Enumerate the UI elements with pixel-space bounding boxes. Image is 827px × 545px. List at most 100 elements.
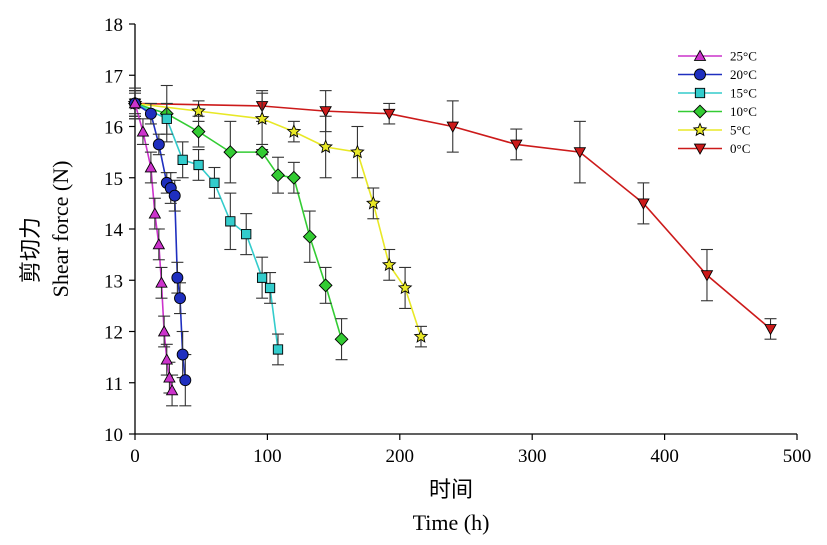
x-tick-label: 300	[518, 446, 547, 467]
data-point	[193, 159, 204, 171]
y-tick-label: 16	[104, 118, 123, 139]
data-point	[161, 113, 172, 124]
x-axis-title-cn: 时间	[429, 477, 473, 502]
data-point	[271, 168, 285, 183]
legend-label: 5°C	[730, 123, 750, 138]
data-point	[255, 145, 270, 160]
legend-label: 0°C	[730, 141, 750, 156]
y-tick-label: 13	[104, 271, 123, 292]
data-point	[286, 123, 302, 138]
data-point	[223, 145, 238, 160]
legend-item: 20°C	[678, 67, 757, 82]
legend-label: 20°C	[730, 67, 757, 82]
data-point	[302, 229, 317, 244]
data-point	[155, 276, 168, 288]
data-point	[191, 103, 206, 118]
legend-item: 5°C	[678, 122, 750, 138]
legend-item: 0°C	[678, 141, 750, 156]
legend: 25°C 20°C 15°C 10°C 5°C 0°C	[678, 49, 757, 156]
series-0°C	[128, 87, 777, 340]
data-point	[700, 270, 714, 282]
data-point	[165, 384, 179, 396]
data-point	[286, 170, 301, 185]
x-tick-label: 500	[783, 446, 812, 467]
data-point	[272, 344, 284, 355]
data-point	[168, 189, 181, 202]
data-point	[174, 292, 186, 305]
y-tick-label: 14	[104, 220, 124, 241]
data-point	[381, 257, 397, 272]
data-point	[573, 147, 587, 159]
data-point	[382, 108, 396, 121]
data-point	[171, 271, 184, 284]
legend-label: 15°C	[730, 86, 757, 101]
data-point	[264, 282, 276, 294]
data-point	[152, 138, 165, 151]
data-point	[241, 229, 252, 240]
series-layer	[127, 84, 777, 407]
data-point	[397, 280, 413, 295]
data-point	[225, 216, 236, 227]
data-point	[179, 374, 192, 387]
data-point	[177, 154, 188, 165]
y-tick-label: 11	[105, 374, 123, 395]
x-tick-label: 400	[650, 446, 679, 467]
data-point	[144, 161, 158, 173]
y-tick-label: 15	[104, 169, 123, 190]
data-point	[163, 371, 176, 383]
y-tick-label: 18	[104, 15, 123, 36]
data-point	[350, 144, 365, 159]
y-tick-label: 10	[104, 425, 123, 446]
data-point	[637, 198, 650, 210]
data-point	[176, 348, 189, 361]
data-point	[764, 324, 777, 336]
legend-item: 10°C	[678, 104, 757, 119]
legend-marker	[694, 68, 706, 81]
data-point	[128, 97, 142, 109]
series-20°C	[129, 90, 192, 407]
axes: 10 11 12 13 14 15 16 17 18 0 100 200 300 400 500	[104, 15, 811, 467]
data-point	[256, 272, 268, 283]
legend-marker	[693, 104, 707, 119]
series-15°C	[129, 90, 284, 366]
series-line	[134, 102, 422, 337]
data-point	[148, 207, 162, 219]
data-point	[318, 278, 333, 293]
data-point	[160, 353, 174, 365]
data-point	[152, 237, 166, 250]
legend-marker	[693, 143, 707, 155]
legend-marker	[694, 87, 706, 99]
legend-item: 25°C	[678, 49, 757, 64]
y-axis-title-cn: 剪切力	[18, 217, 43, 283]
data-point	[510, 139, 523, 151]
data-point	[254, 111, 270, 126]
data-point	[446, 121, 460, 133]
y-tick-label: 17	[104, 66, 123, 87]
legend-marker	[693, 49, 707, 61]
data-point	[413, 328, 429, 343]
data-point	[191, 124, 206, 139]
x-axis-title: Time (h)	[413, 510, 490, 535]
data-point	[209, 177, 220, 188]
series-line	[134, 102, 343, 340]
legend-label: 25°C	[730, 49, 757, 64]
legend-label: 10°C	[730, 104, 757, 119]
series-10°C	[128, 84, 349, 361]
series-25°C	[128, 92, 179, 407]
legend-marker	[692, 122, 708, 137]
y-axis-title: Shear force (N)	[48, 161, 73, 298]
legend-item: 15°C	[678, 86, 757, 101]
data-point	[318, 139, 333, 154]
data-point	[157, 325, 171, 337]
data-point	[334, 332, 349, 347]
x-tick-label: 0	[130, 446, 140, 467]
data-point	[136, 125, 150, 137]
data-point	[366, 195, 381, 210]
x-tick-label: 200	[386, 446, 415, 467]
y-tick-label: 12	[104, 323, 123, 344]
data-point	[144, 107, 157, 120]
series-5°C	[127, 90, 429, 348]
data-point	[319, 106, 332, 118]
series-line	[134, 102, 772, 330]
